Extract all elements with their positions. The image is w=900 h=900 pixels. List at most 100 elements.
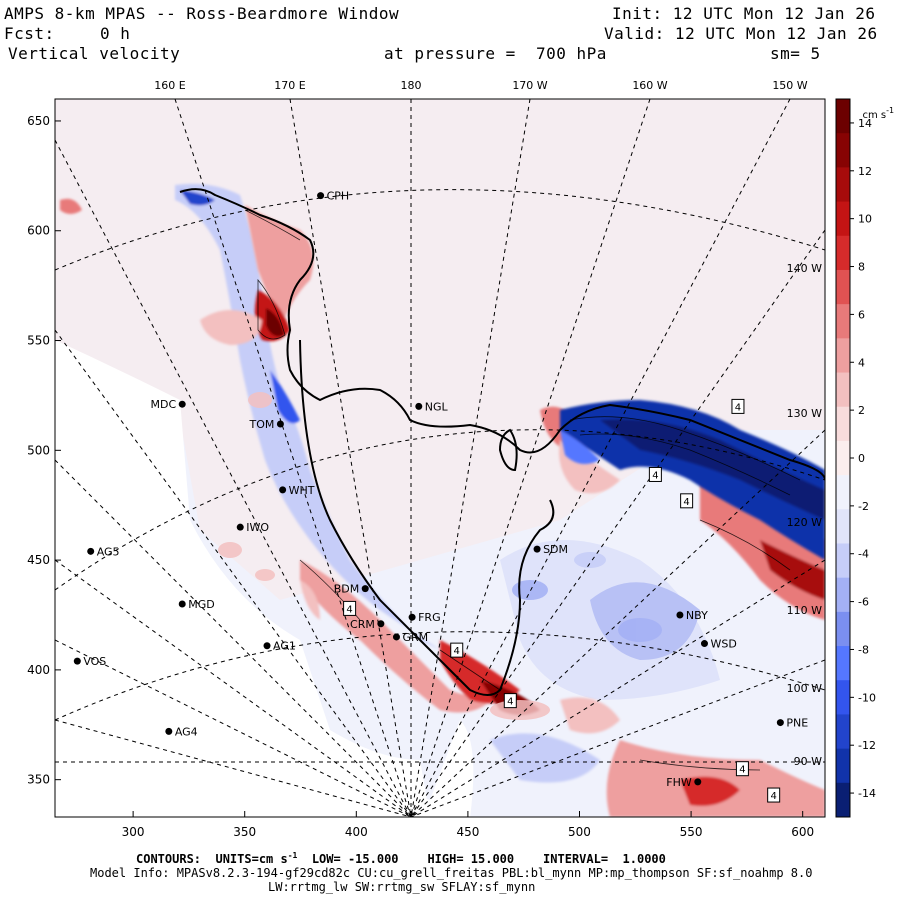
contours-label: CONTOURS: [136, 852, 202, 866]
colorbar-swatch [836, 133, 850, 168]
colorbar-swatch [836, 201, 850, 237]
forecast-hour: 0 h [100, 24, 131, 43]
station-label: NGL [425, 400, 449, 413]
site-box [503, 693, 517, 709]
station-marker[interactable] [178, 600, 186, 608]
colorbar-tick-label: -12 [858, 739, 876, 752]
station-label: CRM [350, 618, 375, 631]
colorbar-swatch [836, 509, 850, 544]
y-tick-label: 350 [27, 773, 50, 787]
site-box-label: 4 [507, 697, 513, 708]
lon-label-right: 90 W [794, 755, 822, 768]
station-marker[interactable] [533, 545, 541, 553]
station-marker[interactable] [377, 620, 385, 628]
station-marker[interactable] [776, 719, 784, 727]
station-label: GRM [402, 631, 428, 644]
colorbar-swatch [836, 475, 850, 510]
smoothing-value: sm= 5 [770, 44, 821, 63]
station-marker[interactable] [317, 192, 325, 200]
station-marker[interactable] [178, 400, 186, 408]
colorbar-swatch [836, 577, 850, 613]
station-label: TOM [249, 418, 275, 431]
valid-time: Valid: 12 UTC Mon 12 Jan 26 [604, 24, 878, 43]
site-box [343, 600, 357, 616]
colorbar-swatch [836, 748, 850, 784]
colorbar-tick-label: -14 [858, 787, 876, 800]
colorbar-tick-label: 14 [858, 117, 872, 130]
y-tick-label: 400 [27, 663, 50, 677]
station-marker[interactable] [361, 585, 369, 593]
colorbar-tick-label: 12 [858, 165, 872, 178]
station-label: FHW [666, 776, 692, 789]
site-box-label: 4 [346, 604, 352, 615]
station-marker[interactable] [87, 547, 95, 555]
map-title: AMPS 8-km MPAS -- Ross-Beardmore Window [4, 4, 400, 23]
colorbar-swatch [836, 543, 850, 579]
station-label: MGD [188, 598, 215, 611]
field-red-band [245, 205, 314, 330]
y-tick-label: 600 [27, 224, 50, 238]
colorbar-unit: cm s-1 [862, 106, 895, 121]
high-text: HIGH= 15.000 [427, 852, 515, 866]
colorbar-swatch [836, 167, 850, 203]
station-marker[interactable] [279, 486, 287, 494]
x-tick-label: 600 [791, 825, 814, 839]
station-label: FRG [418, 611, 441, 624]
colorbar-swatch [836, 782, 850, 818]
station-marker[interactable] [263, 642, 271, 650]
colorbar-tick-label: -4 [858, 548, 869, 561]
y-tick-label: 650 [27, 114, 50, 128]
site-box [767, 787, 781, 803]
lon-label-right: 140 W [787, 262, 822, 275]
colorbar-swatch [836, 99, 850, 134]
colorbar-swatch [836, 440, 850, 476]
station-marker[interactable] [676, 611, 684, 619]
station-label: PNE [786, 717, 808, 730]
station-label: SDM [543, 543, 568, 556]
colorbar-swatch [836, 611, 850, 647]
colorbar-tick-label: -6 [858, 596, 869, 609]
coastline [179, 188, 825, 696]
station-marker[interactable] [694, 778, 702, 786]
station-label: MDC [151, 398, 177, 411]
colorbar-swatch [836, 646, 850, 681]
station-label: CPH [327, 190, 350, 203]
forecast-label: Fcst: [4, 24, 55, 43]
station-marker[interactable] [236, 523, 244, 531]
x-tick-label: 500 [568, 825, 591, 839]
lon-label-right: 110 W [787, 604, 822, 617]
graticule [55, 99, 825, 817]
station-marker[interactable] [73, 657, 81, 665]
station-marker[interactable] [408, 613, 416, 621]
site-box [735, 761, 749, 777]
station-marker[interactable] [165, 727, 173, 735]
plot-frame [54, 98, 826, 818]
colorbar-tick-label: -10 [858, 691, 876, 704]
field-darkblue-region [560, 400, 825, 560]
station-marker[interactable] [700, 640, 708, 648]
lon-label-right: 120 W [787, 516, 822, 529]
colorbar-swatch [836, 714, 850, 750]
colorbar-tick-label: -8 [858, 643, 869, 656]
site-box [731, 398, 745, 414]
station-label: NBY [686, 609, 708, 622]
pressure-level: at pressure = 700 hPa [384, 44, 607, 63]
model-info: Model Info: MPASv8.2.3-194-gf29cd82c CU:… [90, 866, 813, 880]
station-marker[interactable] [276, 420, 284, 428]
map-field [55, 99, 825, 817]
site-box [648, 466, 662, 482]
y-tick-label: 550 [27, 334, 50, 348]
lon-label: 180 [401, 79, 422, 92]
station-marker[interactable] [392, 633, 400, 641]
site-box-label: 4 [454, 646, 460, 657]
y-tick-label: 450 [27, 553, 50, 567]
lon-label: 160 W [632, 79, 667, 92]
low-text: LOW= -15.000 [311, 852, 399, 866]
station-label: WSD [710, 638, 736, 651]
colorbar-swatch [836, 304, 850, 339]
field-nodata-west [55, 340, 430, 817]
station-marker[interactable] [415, 402, 423, 410]
colorbar-tick-label: 4 [858, 356, 865, 369]
site-box [450, 642, 464, 658]
x-axis: 300 350 400 450 500 550 600 [122, 811, 814, 839]
